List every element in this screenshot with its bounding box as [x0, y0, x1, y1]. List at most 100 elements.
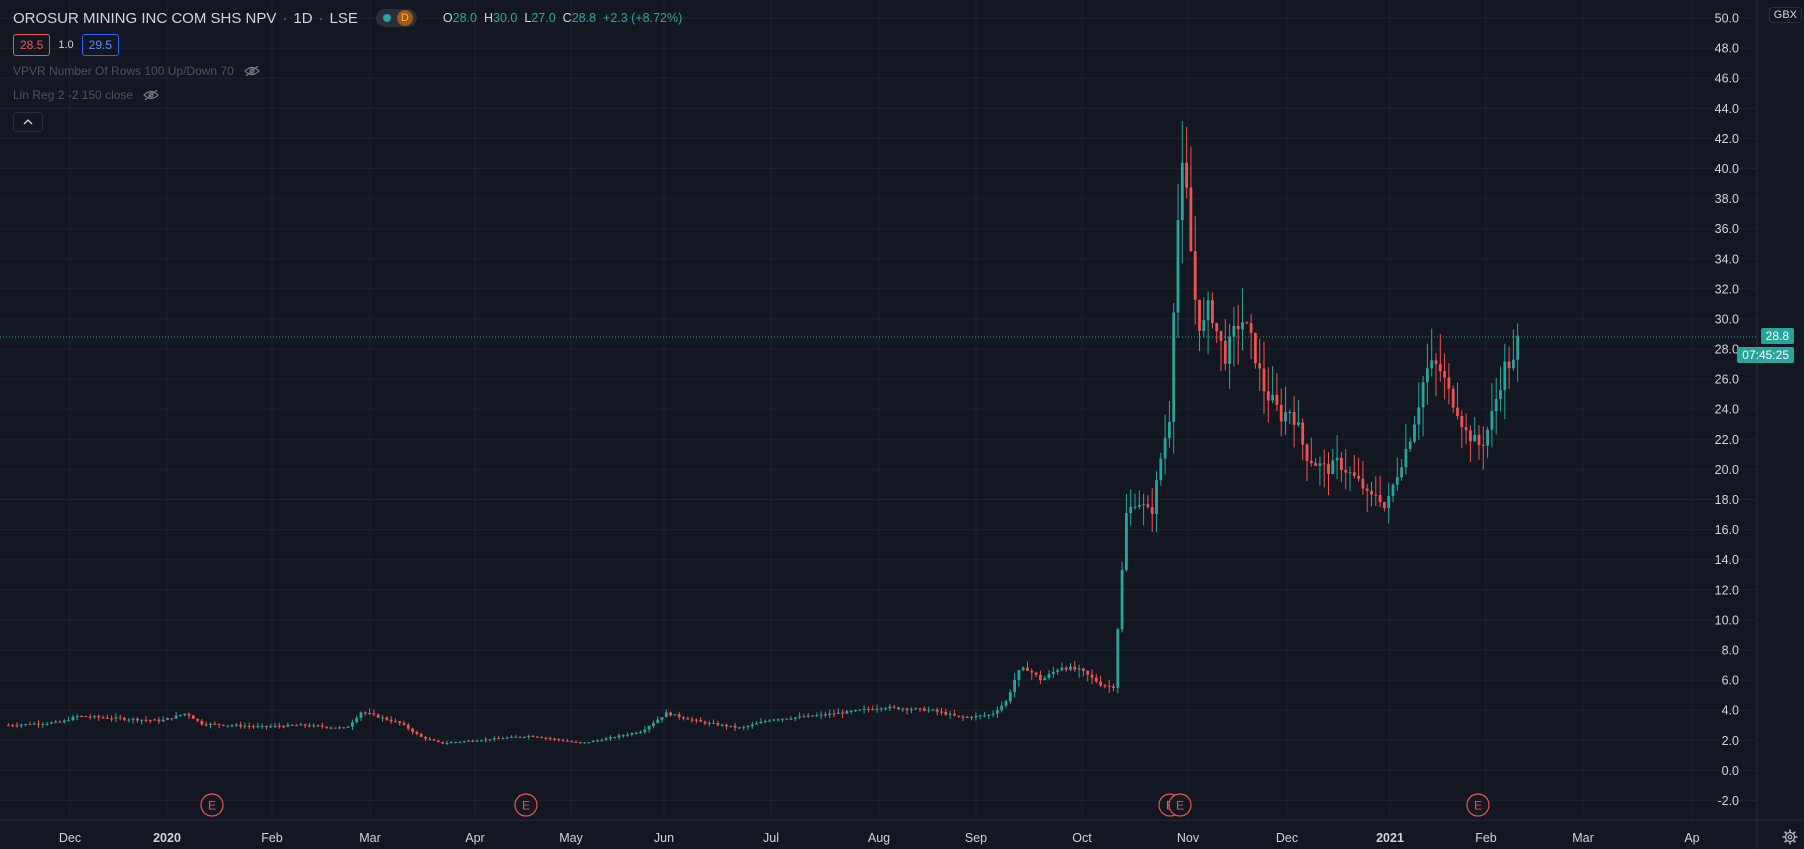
candle [961, 715, 965, 722]
candle [733, 723, 737, 731]
candle [32, 721, 36, 726]
candle [914, 707, 918, 711]
candle [204, 721, 208, 727]
indicator-vpvr[interactable]: VPVR Number Of Rows 100 Up/Down 70 [13, 64, 260, 78]
candle [910, 707, 913, 714]
candle [832, 709, 836, 718]
candle [613, 736, 617, 739]
price-axis-label: 26.0 [1715, 373, 1739, 387]
candle [965, 715, 969, 719]
candle [1030, 668, 1034, 680]
candle [802, 713, 806, 718]
candle [1103, 684, 1107, 689]
candle [669, 711, 672, 717]
candle [1228, 323, 1231, 389]
candle [1314, 458, 1317, 466]
candle [1193, 216, 1197, 325]
candle [763, 719, 767, 724]
candle [325, 726, 328, 730]
eye-hidden-icon[interactable] [143, 90, 159, 100]
candle [1305, 443, 1309, 482]
candle [858, 709, 862, 711]
earnings-marker[interactable]: E [1466, 793, 1490, 817]
eye-hidden-icon[interactable] [243, 66, 260, 76]
candle [1159, 452, 1163, 486]
candle [1309, 437, 1313, 467]
candle [415, 730, 419, 736]
interval[interactable]: 1D [293, 9, 313, 27]
candle [97, 714, 101, 721]
candle [643, 726, 647, 735]
candle [265, 725, 268, 731]
candle [1271, 365, 1274, 404]
change-value: +2.3 (+8.72%) [603, 11, 683, 25]
time-axis-label: Mar [359, 831, 381, 845]
earnings-marker[interactable]: E [1168, 793, 1192, 817]
candle [1116, 627, 1120, 694]
delayed-badge[interactable]: D [396, 10, 413, 26]
candle [161, 716, 165, 723]
candle [626, 732, 629, 737]
candle [1344, 449, 1348, 490]
candle [1150, 488, 1154, 532]
candle [1249, 314, 1253, 360]
ask-button[interactable]: 29.5 [81, 34, 120, 56]
candle [815, 712, 819, 717]
candle [836, 708, 840, 714]
candle [419, 732, 423, 738]
candle [1060, 662, 1064, 672]
price-axis-label: 0.0 [1722, 764, 1739, 778]
candle [1378, 475, 1382, 508]
candle [978, 714, 982, 720]
candle [652, 720, 655, 729]
candle [927, 706, 930, 713]
earnings-marker[interactable]: E [514, 793, 538, 817]
candle [449, 741, 453, 744]
candle [363, 711, 367, 716]
market-status[interactable]: D [375, 9, 417, 27]
candle [1047, 670, 1051, 680]
time-axis-label: Dec [1276, 831, 1298, 845]
candle [1404, 423, 1408, 475]
price-axis-label: 14.0 [1715, 553, 1739, 567]
bid-button[interactable]: 28.5 [13, 34, 51, 56]
candle [110, 715, 113, 723]
candle [458, 741, 462, 744]
candle [1189, 146, 1193, 252]
candle [239, 721, 242, 729]
candle [467, 739, 470, 742]
symbol-name[interactable]: OROSUR MINING INC COM SHS NPV [13, 9, 277, 27]
earnings-marker[interactable]: E [200, 793, 224, 817]
candle [1090, 669, 1094, 685]
indicator-linreg[interactable]: Lin Reg 2 -2 150 close [13, 88, 159, 102]
candle [1202, 297, 1206, 338]
candle [7, 723, 10, 727]
candle [557, 738, 561, 742]
candle [1503, 343, 1507, 420]
candle [600, 738, 604, 742]
candle [682, 716, 685, 721]
candle [213, 721, 217, 725]
bid-ask: 28.5 1.0 29.5 [13, 34, 120, 56]
price-axis-label: 2.0 [1722, 734, 1739, 748]
candles [7, 121, 1520, 746]
candle [1008, 688, 1012, 704]
candle [41, 722, 45, 728]
settings-gear-icon[interactable] [1782, 829, 1798, 845]
candle [247, 722, 251, 730]
candle [1335, 435, 1339, 480]
candle [1094, 673, 1098, 684]
candle [1365, 484, 1369, 512]
candle [1464, 413, 1468, 445]
currency-button[interactable]: GBX [1768, 7, 1802, 23]
last-price-tag: 28.8 [1760, 328, 1794, 345]
candle [1400, 459, 1403, 481]
candle [1417, 382, 1421, 440]
candle [1258, 338, 1262, 391]
candle [1275, 373, 1279, 412]
candle [970, 715, 973, 721]
candle [871, 705, 875, 711]
candle [793, 717, 797, 722]
collapse-indicators-button[interactable] [13, 112, 43, 132]
